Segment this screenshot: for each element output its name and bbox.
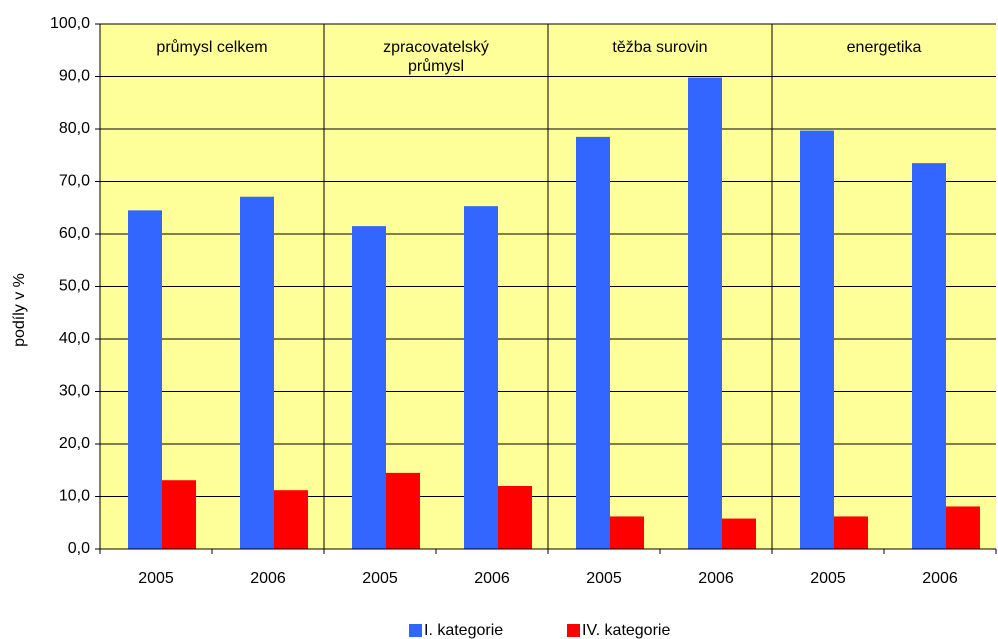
group-label: průmysl celkem	[156, 39, 268, 56]
bar	[162, 480, 196, 549]
y-tick-label: 10,0	[59, 488, 90, 505]
bar	[386, 472, 420, 549]
y-tick-label: 30,0	[59, 383, 90, 400]
group-label: těžba surovin	[612, 39, 708, 56]
y-tick-label: 0,0	[68, 540, 90, 557]
x-tick-label: 2006	[922, 570, 958, 587]
bar	[834, 516, 868, 549]
y-tick-label: 80,0	[59, 120, 90, 137]
x-tick-label: 2005	[138, 570, 174, 587]
group-label-box: těžba surovin	[612, 39, 708, 56]
y-tick-label: 40,0	[59, 330, 90, 347]
bar	[610, 516, 644, 549]
bar	[240, 196, 274, 549]
bar	[912, 163, 946, 549]
bar	[128, 210, 162, 549]
legend-swatch	[567, 624, 580, 637]
group-label: zpracovatelský průmysl	[383, 39, 489, 75]
y-tick-label: 20,0	[59, 435, 90, 452]
bar	[800, 130, 834, 549]
x-tick-label: 2006	[474, 570, 510, 587]
x-tick-label: 2005	[810, 570, 846, 587]
y-tick-label: 50,0	[59, 278, 90, 295]
y-tick-label: 90,0	[59, 68, 90, 85]
bar	[722, 518, 756, 549]
group-label-box: energetika	[846, 39, 922, 56]
group-label: energetika	[846, 39, 922, 56]
legend-label: I. kategorie	[424, 622, 503, 639]
bar	[946, 506, 980, 549]
legend-label: IV. kategorie	[582, 622, 670, 639]
x-tick-label: 2005	[586, 570, 622, 587]
bar	[576, 136, 610, 549]
y-tick-label: 60,0	[59, 225, 90, 242]
x-tick-label: 2006	[698, 570, 734, 587]
legend-swatch	[409, 624, 422, 637]
x-tick-label: 2005	[362, 570, 398, 587]
y-tick-label: 70,0	[59, 173, 90, 190]
bar	[688, 77, 722, 550]
x-tick-label: 2006	[250, 570, 286, 587]
bar	[464, 206, 498, 550]
group-label-box: průmysl celkem	[156, 39, 268, 56]
y-axis-label: podíly v %	[11, 273, 28, 347]
bar	[352, 226, 386, 549]
bar	[274, 490, 308, 549]
group-label-box: zpracovatelský průmysl	[383, 39, 489, 75]
bar	[498, 486, 532, 549]
y-tick-label: 100,0	[50, 15, 90, 32]
